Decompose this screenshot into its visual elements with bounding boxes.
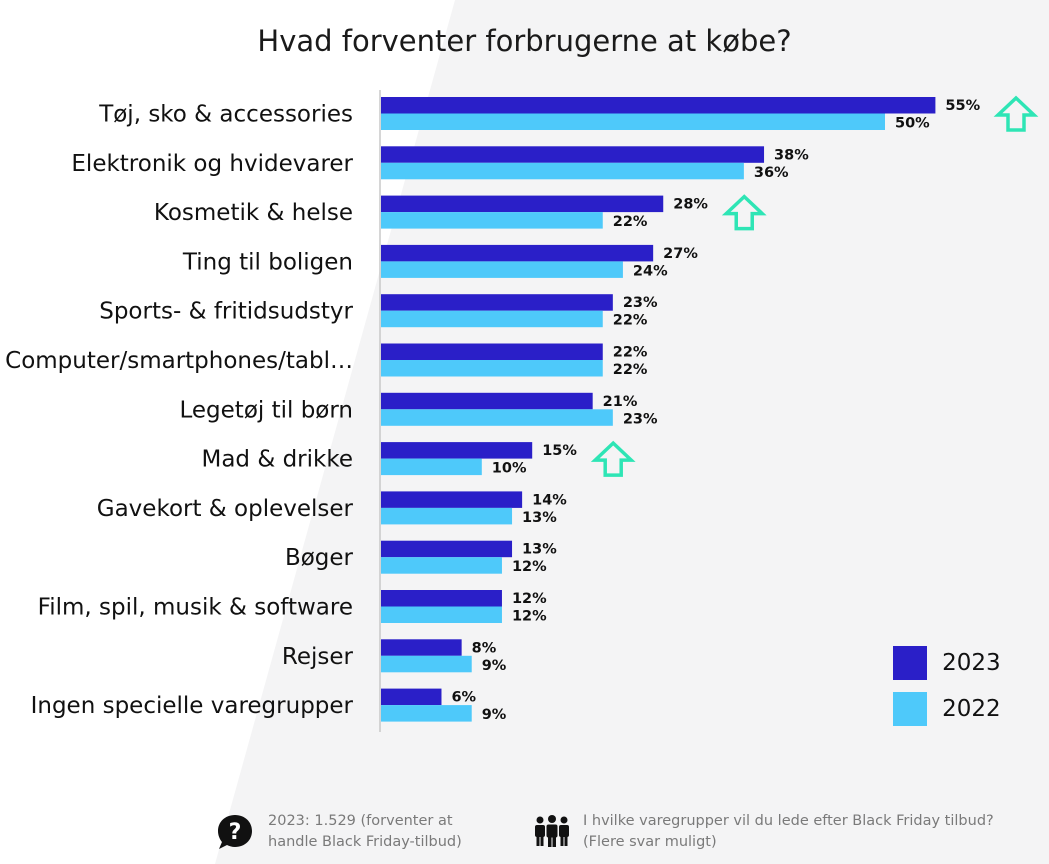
legend-label-2023: 2023 (942, 650, 1001, 676)
bar-2022 (381, 409, 613, 426)
legend-item-2023: 2023 (893, 646, 1001, 680)
bar-2022 (381, 705, 472, 722)
category-label: Sports- & fritidsudstyr (99, 299, 353, 325)
data-label-2023: 14% (532, 492, 567, 508)
data-label-2023: 27% (663, 246, 698, 262)
data-label-2022: 36% (754, 165, 789, 181)
data-label-2022: 12% (512, 559, 547, 575)
data-label-2022: 13% (522, 510, 557, 526)
bar-2023 (381, 491, 523, 508)
data-label-2023: 15% (542, 443, 577, 459)
bar-2022 (381, 310, 603, 328)
data-label-2022: 9% (482, 658, 507, 674)
category-label: Mad & drikke (201, 447, 353, 473)
category-label: Tøj, sko & accessories (98, 102, 353, 128)
category-label: Elektronik og hvidevarer (71, 151, 353, 177)
data-label-2022: 10% (492, 461, 527, 477)
legend-label-2022: 2022 (942, 696, 1001, 722)
data-label-2022: 22% (613, 362, 648, 378)
svg-text:?: ? (229, 820, 242, 845)
bar-2022 (381, 261, 623, 278)
legend-item-2022: 2022 (893, 692, 1001, 726)
data-label-2022: 9% (482, 707, 507, 723)
bar-2023 (381, 442, 533, 459)
category-label: Gavekort & oplevelser (97, 496, 354, 522)
data-label-2023: 28% (673, 197, 708, 213)
data-label-2022: 12% (512, 609, 547, 625)
bar-2023 (381, 343, 603, 360)
data-label-2023: 6% (451, 690, 476, 706)
data-label-2023: 23% (623, 295, 658, 311)
data-label-2023: 8% (472, 640, 497, 656)
legend-swatch-2023 (893, 646, 927, 680)
bar-2023 (381, 540, 513, 558)
bar-2023 (381, 146, 765, 163)
up-arrow-icon (993, 95, 1039, 132)
bar-2023 (381, 590, 502, 607)
category-label: Kosmetik & helse (154, 200, 353, 226)
bar-2022 (381, 606, 502, 623)
category-label: Legetøj til børn (179, 397, 353, 423)
bar-2022 (381, 212, 603, 229)
legend-swatch-2022 (893, 692, 927, 726)
bar-2022 (381, 360, 603, 377)
bar-2022 (381, 507, 513, 525)
bar-2023 (381, 244, 654, 262)
category-label: Bøger (285, 545, 354, 571)
category-label: Rejser (282, 644, 354, 670)
category-label: Ting til boligen (182, 249, 353, 275)
chart-title: Hvad forventer forbrugerne at købe? (257, 24, 792, 58)
data-label-2023: 22% (613, 345, 648, 361)
data-label-2023: 38% (774, 147, 809, 163)
category-label: Film, spil, musik & software (38, 595, 353, 621)
bar-2023 (381, 639, 462, 656)
bar-2023 (381, 392, 593, 410)
up-arrow-icon (721, 194, 767, 231)
footer-question-text: I hvilke varegrupper vil du lede efter B… (583, 813, 994, 850)
data-label-2022: 22% (613, 313, 648, 329)
bar-2023 (381, 97, 936, 114)
up-arrow-icon (590, 440, 636, 477)
footer-base-text: 2023: 1.529 (forventer at handle Black F… (268, 813, 462, 850)
bar-2022 (381, 458, 482, 476)
data-label-2023: 55% (945, 98, 980, 114)
data-label-2022: 23% (623, 411, 658, 427)
bar-2022 (381, 162, 744, 180)
category-label: Ingen specielle varegrupper (31, 693, 354, 719)
people-group-icon (535, 815, 569, 847)
bar-2022 (381, 557, 502, 574)
category-label: Computer/smartphones/tabl… (5, 348, 353, 374)
data-label-2022: 22% (613, 214, 648, 230)
data-label-2023: 12% (512, 591, 547, 607)
data-label-2022: 24% (633, 263, 668, 279)
data-label-2023: 13% (522, 542, 557, 558)
bar-2022 (381, 655, 472, 673)
bar-2023 (381, 294, 613, 311)
question-bubble-icon: ? (218, 815, 252, 849)
data-label-2023: 21% (603, 394, 638, 410)
data-label-2022: 50% (895, 116, 930, 132)
bar-2022 (381, 113, 885, 130)
bar-2023 (381, 195, 664, 213)
bar-2023 (381, 688, 442, 706)
